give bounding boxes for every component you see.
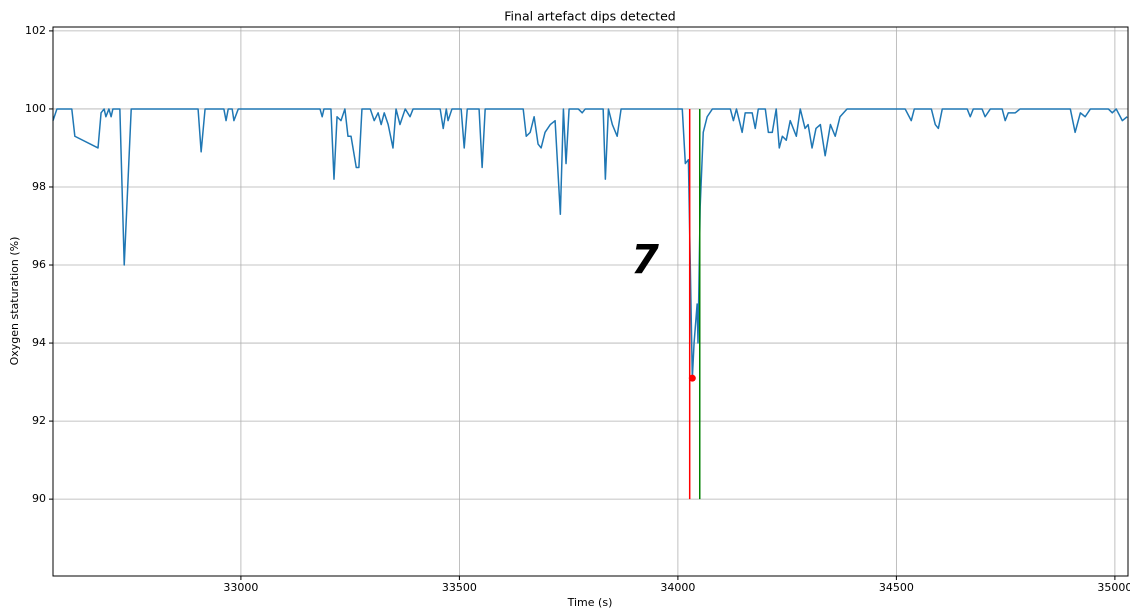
y-tick-label: 98: [32, 180, 46, 193]
annotation: 7: [631, 237, 659, 283]
y-tick-label: 96: [32, 258, 46, 271]
x-tick-label: 34500: [879, 581, 914, 594]
chart-title: Final artefact dips detected: [504, 9, 675, 24]
y-axis-label: Oxygen staturation (%): [8, 237, 21, 366]
x-tick-label: 35000: [1097, 581, 1130, 594]
x-tick-label: 33000: [223, 581, 258, 594]
point: [688, 374, 696, 382]
y-tick-label: 92: [32, 414, 46, 427]
y-tick-label: 100: [25, 102, 46, 115]
data-line: [52, 108, 1128, 379]
y-tick-label: 102: [25, 24, 46, 37]
x-tick-label: 34000: [660, 581, 695, 594]
plot-frame: [52, 26, 1129, 577]
x-tick-label: 33500: [442, 581, 477, 594]
y-tick-label: 94: [32, 336, 46, 349]
y-tick-label: 90: [32, 492, 46, 505]
x-axis-label: Time (s): [567, 596, 613, 609]
